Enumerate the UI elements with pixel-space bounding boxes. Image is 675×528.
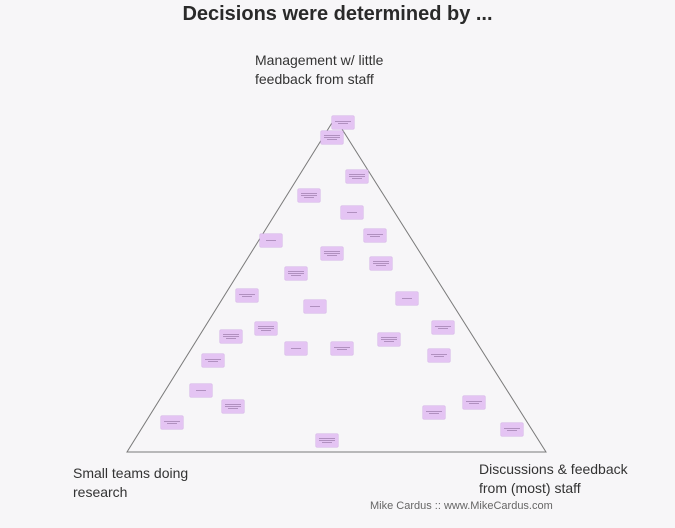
- vertex-label-left-line1: Small teams doing: [73, 465, 189, 481]
- sticky-note: [285, 342, 307, 355]
- sticky-note: [501, 423, 523, 436]
- sticky-note: [378, 333, 400, 346]
- diagram-title: Decisions were determined by ...: [182, 3, 493, 25]
- sticky-note: [161, 416, 183, 429]
- sticky-note: [304, 300, 326, 313]
- sticky-note: [463, 396, 485, 409]
- sticky-note: [190, 384, 212, 397]
- credit-text: Mike Cardus :: www.MikeCardus.com: [370, 500, 553, 512]
- triangle-outline: [126, 117, 547, 453]
- sticky-note: [364, 229, 386, 242]
- vertex-label-right: Discussions & feedback from (most) staff: [479, 460, 659, 498]
- sticky-note: [222, 400, 244, 413]
- sticky-note: [220, 330, 242, 343]
- vertex-label-left-line2: research: [73, 484, 128, 500]
- sticky-note: [331, 342, 353, 355]
- sticky-note: [236, 289, 258, 302]
- vertex-label-right-line2: from (most) staff: [479, 480, 581, 496]
- vertex-label-top-line2: feedback from staff: [255, 71, 374, 87]
- sticky-note: [423, 406, 445, 419]
- sticky-note: [316, 434, 338, 447]
- vertex-label-top: Management w/ little feedback from staff: [255, 51, 435, 89]
- sticky-note: [298, 189, 320, 202]
- sticky-note: [202, 354, 224, 367]
- sticky-note: [285, 267, 307, 280]
- sticky-note: [332, 116, 354, 129]
- sticky-note: [260, 234, 282, 247]
- sticky-note: [255, 322, 277, 335]
- sticky-note: [321, 131, 343, 144]
- sticky-note: [341, 206, 363, 219]
- sticky-note: [428, 349, 450, 362]
- vertex-label-left: Small teams doing research: [73, 464, 243, 502]
- vertex-label-right-line1: Discussions & feedback: [479, 461, 628, 477]
- sticky-note: [432, 321, 454, 334]
- sticky-note: [370, 257, 392, 270]
- sticky-note: [346, 170, 368, 183]
- sticky-note: [396, 292, 418, 305]
- sticky-note: [321, 247, 343, 260]
- vertex-label-top-line1: Management w/ little: [255, 52, 384, 68]
